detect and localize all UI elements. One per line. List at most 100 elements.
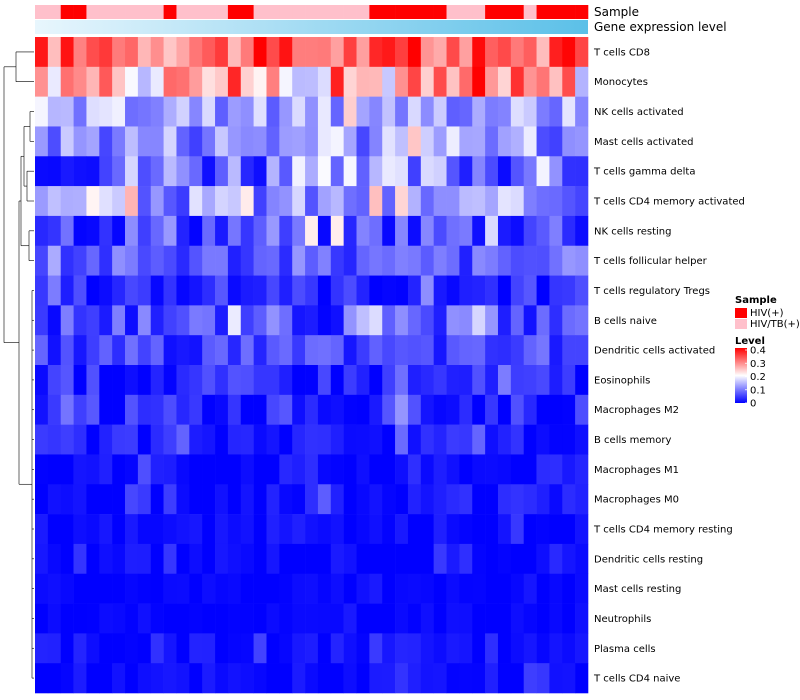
- heatmap-cell: [420, 454, 434, 485]
- heatmap-cell: [189, 424, 203, 455]
- heatmap-cell: [150, 454, 164, 485]
- heatmap-cell: [253, 394, 267, 425]
- heatmap-cell: [575, 186, 589, 217]
- heatmap-cell: [176, 394, 190, 425]
- heatmap-cell: [176, 156, 190, 187]
- heatmap-cell: [317, 37, 332, 68]
- heatmap-cell: [369, 275, 383, 306]
- heatmap-cell: [407, 126, 422, 157]
- heatmap-cell: [369, 543, 383, 575]
- heatmap-cell: [305, 66, 319, 97]
- heatmap-cell: [189, 543, 203, 575]
- heatmap-cell: [549, 66, 563, 97]
- heatmap-cell: [575, 484, 589, 515]
- heatmap-cell: [137, 454, 152, 485]
- row-label: T cells regulatory Tregs: [593, 286, 710, 297]
- heatmap-cell: [305, 633, 319, 664]
- heatmap-cell: [279, 215, 293, 247]
- row-label: T cells CD4 naive: [593, 674, 680, 685]
- heatmap-cell: [227, 305, 242, 336]
- sample-annotation-cell: [343, 5, 357, 19]
- heatmap-cell: [292, 37, 306, 68]
- heatmap-cell: [575, 96, 589, 127]
- heatmap-cell: [317, 215, 332, 247]
- heatmap-cell: [227, 215, 242, 247]
- heatmap-cell: [317, 305, 332, 336]
- heatmap-cell: [472, 245, 486, 276]
- legend-sample-swatch: [735, 308, 747, 318]
- heatmap-cell: [60, 365, 74, 396]
- heatmap-cell: [472, 543, 486, 575]
- heatmap-cell: [330, 573, 344, 604]
- heatmap-cell: [497, 96, 512, 127]
- heatmap-cell: [446, 275, 460, 306]
- heatmap-cell: [523, 543, 537, 575]
- sample-annotation-cell: [202, 5, 216, 19]
- heatmap-cell: [215, 663, 229, 694]
- sample-annotation-cell: [510, 5, 524, 19]
- heatmap-cell: [112, 573, 126, 604]
- heatmap-cell: [150, 603, 164, 634]
- heatmap-cell: [459, 543, 473, 575]
- heatmap-cell: [99, 66, 113, 97]
- heatmap-cell: [189, 573, 203, 604]
- heatmap-cell: [137, 37, 152, 68]
- heatmap-cell: [240, 424, 254, 455]
- heatmap-cell: [99, 663, 113, 694]
- heatmap-cell: [485, 394, 499, 425]
- heatmap-cell: [317, 365, 332, 396]
- heatmap-cell: [202, 156, 216, 187]
- heatmap-cell: [369, 245, 383, 276]
- heatmap-cell: [163, 484, 177, 515]
- heatmap-cell: [562, 275, 576, 306]
- heatmap-cell: [420, 156, 434, 187]
- heatmap-cell: [150, 275, 164, 306]
- heatmap-cell: [266, 603, 280, 634]
- heatmap-cell: [125, 305, 139, 336]
- heatmap-cell: [433, 126, 447, 157]
- row-label: Monocytes: [594, 77, 648, 88]
- heatmap-cell: [189, 305, 203, 336]
- heatmap-cell: [73, 543, 87, 575]
- heatmap-cell: [510, 543, 524, 575]
- heatmap-cell: [150, 663, 164, 694]
- heatmap-cell: [305, 454, 319, 485]
- heatmap-cell: [549, 215, 563, 247]
- heatmap-cell: [382, 573, 396, 604]
- heatmap-cell: [202, 633, 216, 664]
- heatmap-cell: [472, 633, 486, 664]
- heatmap-cell: [215, 394, 229, 425]
- heatmap-cell: [575, 245, 589, 276]
- heatmap-cell: [485, 663, 499, 694]
- heatmap-cell: [112, 275, 126, 306]
- heatmap-cell: [446, 37, 460, 68]
- heatmap-cell: [330, 394, 344, 425]
- sample-annotation-cell: [137, 5, 152, 19]
- heatmap-cell: [137, 573, 152, 604]
- heatmap-cell: [86, 126, 100, 157]
- heatmap-cell: [317, 484, 332, 515]
- heatmap-cell: [35, 394, 49, 425]
- heatmap-cell: [433, 305, 447, 336]
- heatmap-cell: [497, 424, 512, 455]
- heatmap-cell: [266, 245, 280, 276]
- heatmap-cell: [227, 454, 242, 485]
- heatmap-cell: [240, 305, 254, 336]
- heatmap-cell: [343, 186, 357, 217]
- heatmap-cell: [523, 514, 537, 545]
- heatmap-cell: [446, 543, 460, 575]
- row-label: Neutrophils: [594, 614, 651, 625]
- heatmap-cell: [176, 663, 190, 694]
- heatmap-cell: [317, 335, 332, 366]
- heatmap-cell: [549, 305, 563, 336]
- sample-annotation-cell: [549, 5, 563, 19]
- heatmap-cell: [446, 66, 460, 97]
- heatmap-cell: [112, 335, 126, 366]
- heatmap-cell: [459, 156, 473, 187]
- heatmap-cell: [150, 335, 164, 366]
- heatmap-cell: [35, 305, 49, 336]
- heatmap-cell: [317, 394, 332, 425]
- heatmap-cell: [562, 633, 576, 664]
- heatmap-cell: [163, 37, 177, 68]
- heatmap-cell: [150, 573, 164, 604]
